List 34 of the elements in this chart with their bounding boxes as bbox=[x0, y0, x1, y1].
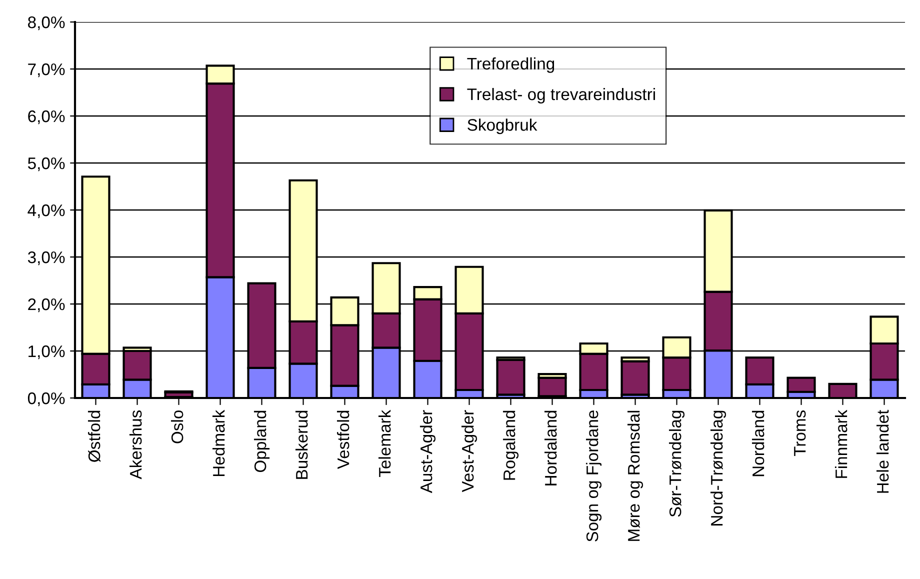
legend-label: Treforedling bbox=[467, 57, 554, 73]
bar bbox=[496, 358, 526, 396]
y-tick-label: 2,0% bbox=[28, 298, 65, 312]
y-tick-label: 8,0% bbox=[28, 16, 65, 30]
x-tick-label: Nord-Trøndelag bbox=[710, 410, 726, 526]
y-tick-label: 5,0% bbox=[28, 157, 65, 172]
x-tick-label: Hele landet bbox=[876, 410, 889, 493]
x-tick-label: Finnmark bbox=[834, 410, 848, 478]
x-tick-label: Sør-Trøndelag bbox=[668, 410, 685, 517]
y-tick-label: 6,0% bbox=[28, 110, 65, 124]
x-tick-label: Vestfold bbox=[336, 410, 350, 470]
x-tick-label: Buskerud bbox=[295, 410, 308, 479]
x-tick-label: Vest-Agder bbox=[461, 410, 478, 492]
x-tick-label: Telemark bbox=[378, 410, 391, 478]
bar bbox=[620, 360, 650, 396]
x-tick-label: Oppland bbox=[254, 410, 270, 472]
x-tick-label: Møre og Romsdal bbox=[627, 410, 644, 541]
y-tick-label: 4,0% bbox=[28, 204, 65, 218]
y-tick-label: 0,0% bbox=[28, 392, 65, 406]
legend-label: Skogbruk bbox=[468, 118, 538, 134]
x-tick-label: Sogn og Fjordane bbox=[586, 410, 602, 542]
x-tick-label: Akershus bbox=[129, 410, 142, 480]
x-tick-label: Hordaland bbox=[544, 410, 557, 486]
x-tick-label: Aust-Agder bbox=[420, 410, 436, 494]
x-tick-label: Nordland bbox=[752, 410, 764, 476]
x-tick-label: Oslo bbox=[170, 410, 184, 444]
x-tick-label: Hedmark bbox=[212, 410, 225, 476]
y-tick-label: 7,0% bbox=[28, 63, 65, 78]
legend-label: Trelast- og trevareindustri bbox=[467, 88, 655, 104]
x-tick-label: Rogaland bbox=[502, 410, 519, 480]
y-tick-label: 3,0% bbox=[28, 251, 65, 266]
y-tick-label: 1,0% bbox=[28, 345, 65, 360]
x-tick-label: Troms bbox=[794, 410, 806, 456]
x-tick-label: Østfold bbox=[88, 410, 100, 462]
